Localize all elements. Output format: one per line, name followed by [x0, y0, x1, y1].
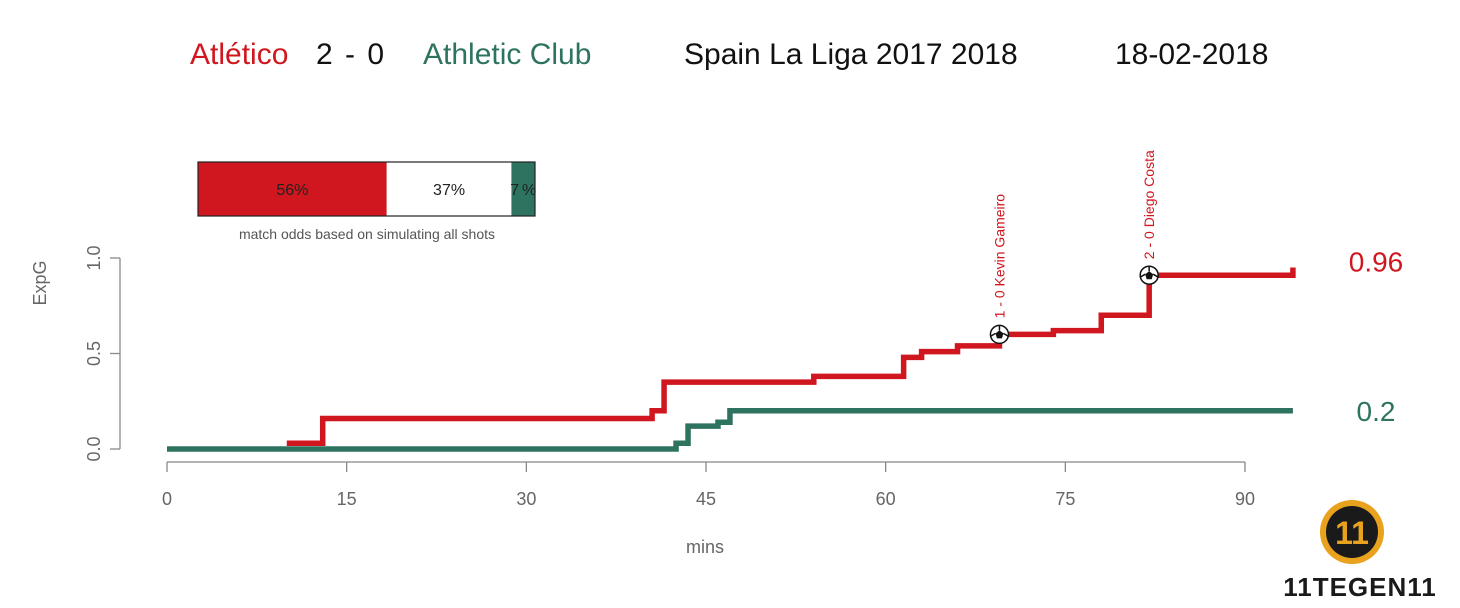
away-team-name: Athletic Club	[423, 38, 592, 71]
odds-away-label: 7%	[510, 182, 536, 199]
competition-title: Spain La Liga 2017 2018	[684, 38, 1018, 71]
logo-emblem-text: 11	[1335, 515, 1369, 551]
logo-wordmark: 11TEGEN11	[1283, 572, 1437, 602]
odds-draw-label: 37%	[433, 182, 465, 199]
football-patch	[995, 330, 1004, 339]
x-tick-label: 0	[162, 489, 172, 509]
goal-marker: 1 - 0 Kevin Gameiro	[989, 194, 1010, 345]
x-tick-label: 90	[1235, 489, 1255, 509]
logo-center	[1326, 506, 1378, 558]
series-layer	[167, 267, 1296, 452]
x-tick-label: 30	[516, 489, 536, 509]
odds-draw-segment	[386, 162, 512, 216]
odds-caption: match odds based on simulating all shots	[239, 226, 495, 242]
goal-annotation: 1 - 0 Kevin Gameiro	[991, 194, 1007, 319]
football-patch	[1145, 271, 1154, 280]
football-seams	[990, 325, 1009, 338]
home-xg-step-line	[286, 267, 1296, 447]
x-tick-label: 75	[1055, 489, 1075, 509]
match-date: 18-02-2018	[1115, 38, 1269, 71]
odds-home-segment	[198, 162, 387, 216]
x-tick-label: 15	[337, 489, 357, 509]
y-axis-title: ExpG	[30, 260, 50, 305]
home-team-name: Atlético	[190, 38, 289, 71]
match-odds-bar: 56% 37% 7% match odds based on simulatin…	[197, 161, 536, 242]
x-tick-label: 60	[876, 489, 896, 509]
y-tick-label: 0.0	[84, 436, 104, 461]
x-tick-label: 45	[696, 489, 716, 509]
home-final-xg-label: 0.96	[1349, 247, 1404, 278]
match-header: Atlético 2 - 0 Athletic Club Spain La Li…	[0, 38, 1460, 82]
away-final-xg-label: 0.2	[1357, 396, 1396, 427]
x-axis-title: mins	[686, 537, 724, 557]
odds-away-segment	[511, 162, 535, 216]
goal-markers: 1 - 0 Kevin Gameiro 2 - 0 Diego Costa	[989, 150, 1159, 345]
y-tick-label: 0.5	[84, 341, 104, 366]
y-tick-label: 1.0	[84, 245, 104, 270]
odds-bar-frame	[197, 161, 536, 217]
match-score: 2 - 0	[316, 38, 387, 71]
goal-annotation: 2 - 0 Diego Costa	[1141, 150, 1157, 259]
away-xg-step-line	[167, 408, 1293, 452]
chart-axes: 0 15 30 45 60 75 90 0.0 0.5 1.0	[84, 245, 1255, 509]
goal-marker: 2 - 0 Diego Costa	[1139, 150, 1159, 285]
football-seams	[1139, 266, 1159, 278]
odds-home-label: 56%	[276, 182, 308, 199]
11tegen11-logo: 11 11TEGEN11	[1283, 500, 1437, 602]
